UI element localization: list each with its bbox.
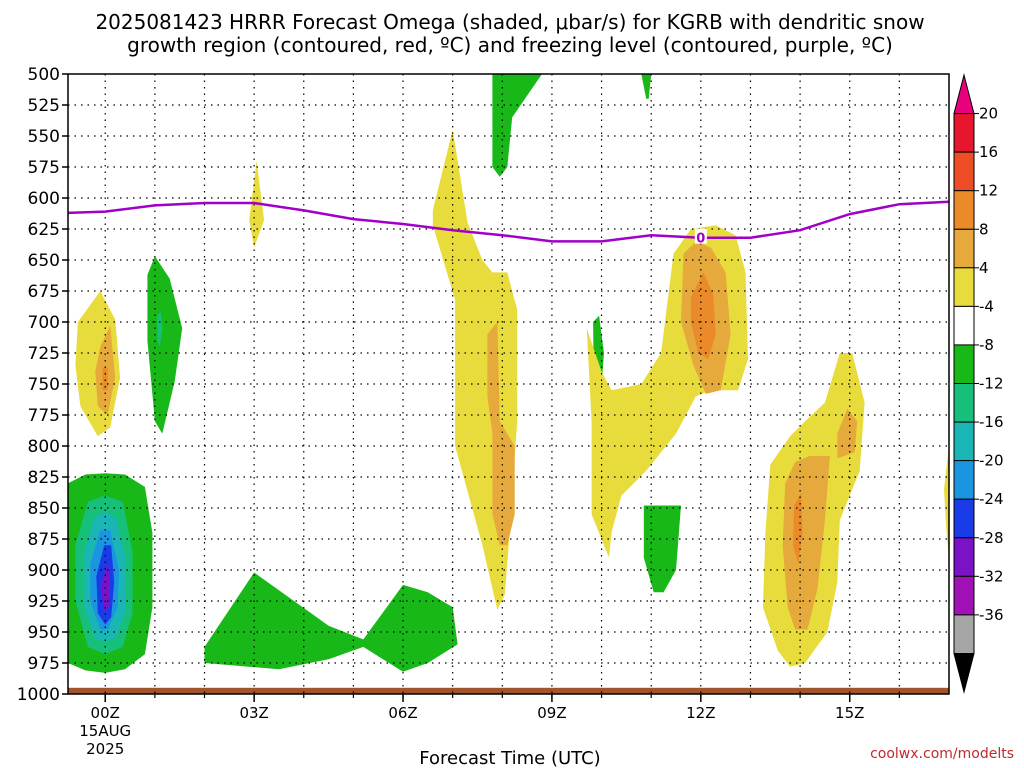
y-tick-label-725: 725 [28,344,60,364]
colorbar-bin-0 [953,73,975,115]
colorbar-legend: 20 16 12 8 4 -4 -8 -12 -16 -20 -24 -28 -32 -36 [953,73,1004,694]
omega-region-21 [643,505,681,593]
colorbar-label-7: -12 [979,375,1004,393]
colorbar-bin-4 [953,228,975,269]
freezing-level-contour: 0 [67,200,950,247]
x-tick-label-09Z: 09Z [537,704,566,722]
colorbar-bin-14 [953,614,975,655]
freezing-level-label: 0 [696,232,705,247]
colorbar-label-0: 20 [979,105,998,123]
omega-region-10 [102,367,108,391]
colorbar-bin-6 [953,305,975,346]
x-tick-label-00Z: 00Z [91,704,120,722]
colorbar-bin-15 [953,652,975,694]
y-tick-label-925: 925 [28,592,60,612]
colorbar-label-3: 8 [979,220,989,238]
omega-region-20 [690,272,716,360]
colorbar-bin-10 [953,460,975,500]
colorbar-label-13: -36 [979,606,1004,624]
x-tick-label-12Z: 12Z [686,704,715,722]
colorbar-bin-2 [953,151,975,192]
colorbar-label-9: -20 [979,452,1004,470]
y-tick-label-625: 625 [28,220,60,240]
x-tick-sublabel-1: 2025 [86,740,124,758]
y-tick-label-700: 700 [28,313,60,333]
colorbar-bin-8 [953,383,975,423]
terrain-fill [68,687,949,694]
y-tick-label-675: 675 [28,282,60,302]
omega-region-7 [157,312,163,347]
colorbar-bin-11 [953,498,975,539]
omega-shaded-regions [68,74,949,673]
colorbar-bin-7 [953,344,975,384]
colorbar-label-5: -4 [979,297,994,315]
colorbar-label-12: -32 [979,567,1004,585]
x-tick-label-15Z: 15Z [835,704,864,722]
y-tick-label-1000: 1000 [17,685,60,705]
colorbar-bin-3 [953,190,975,230]
omega-region-5 [101,561,111,611]
x-axis-label: Forecast Time (UTC) [419,748,600,768]
colorbar-label-2: 12 [979,182,998,200]
y-tick-label-950: 950 [28,623,60,643]
y-tick-label-975: 975 [28,654,60,674]
omega-region-14 [487,322,515,546]
y-tick-label-600: 600 [28,189,60,209]
terrain-band [68,687,949,694]
colorbar-bin-12 [953,537,975,577]
colorbar-label-6: -8 [979,336,994,354]
y-tick-label-750: 750 [28,375,60,395]
omega-region-23 [782,455,830,630]
y-tick-label-575: 575 [28,158,60,178]
y-tick-label-525: 525 [28,96,60,116]
chart-title-line-2: growth region (contoured, red, ºC) and f… [127,33,893,57]
colorbar-label-8: -16 [979,413,1004,431]
colorbar-bin-13 [953,575,975,616]
colorbar-label-10: -24 [979,490,1004,508]
colorbar-bin-9 [953,421,975,462]
y-tick-label-875: 875 [28,530,60,550]
y-tick-label-850: 850 [28,499,60,519]
freezing-level-line [67,200,950,243]
omega-region-17 [641,74,652,99]
y-tick-label-500: 500 [28,65,60,85]
y-tick-label-800: 800 [28,437,60,457]
chart-title: 2025081423 HRRR Forecast Omega (shaded, … [95,10,924,57]
y-tick-label-775: 775 [28,406,60,426]
y-axis-pressure: 500 525 550 575 600 625 650 675 700 725 750 775 800 8… [17,65,68,705]
x-tick-label-06Z: 06Z [388,704,417,722]
colorbar-label-1: 16 [979,143,998,161]
omega-region-26 [944,446,949,558]
y-tick-label-900: 900 [28,561,60,581]
colorbar-bin-5 [953,267,975,307]
omega-region-15 [492,74,542,177]
colorbar-label-11: -28 [979,529,1004,547]
x-tick-sublabel-0: 15AUG [79,722,131,740]
y-tick-label-825: 825 [28,468,60,488]
credit-link[interactable]: coolwx.com/modelts [870,746,1014,762]
omega-region-6 [147,256,183,434]
freezing-label-bg [694,228,707,244]
y-tick-label-650: 650 [28,251,60,271]
x-tick-label-03Z: 03Z [239,704,268,722]
colorbar-label-4: 4 [979,259,989,277]
y-tick-label-550: 550 [28,127,60,147]
chart-title-line-1: 2025081423 HRRR Forecast Omega (shaded, … [95,10,924,34]
omega-region-12 [204,572,458,672]
colorbar-bin-1 [953,113,975,153]
